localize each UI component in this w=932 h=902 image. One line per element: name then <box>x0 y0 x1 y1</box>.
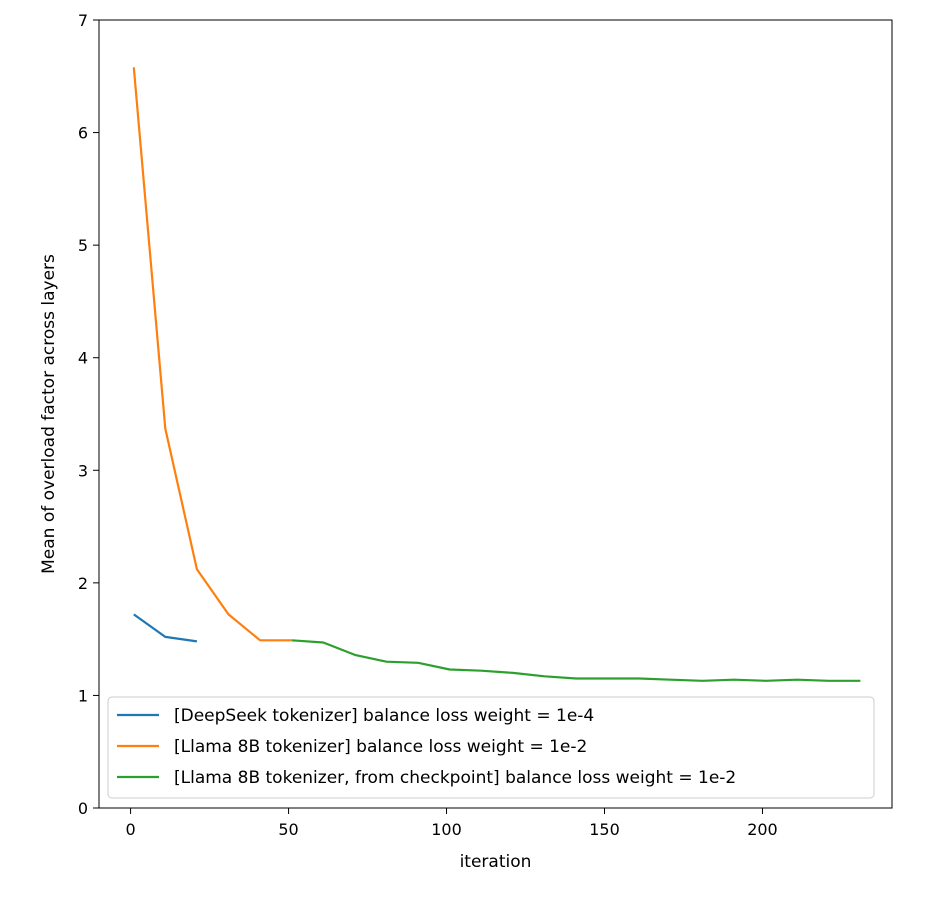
y-tick-label: 7 <box>78 11 88 30</box>
y-axis: 0 1 2 3 4 5 6 7 <box>78 11 99 818</box>
x-axis-label: iteration <box>460 852 532 872</box>
x-tick-label: 200 <box>747 820 778 839</box>
legend-entry: [DeepSeek tokenizer] balance loss weight… <box>174 706 594 726</box>
series-line-2 <box>132 67 292 642</box>
legend-entry: [Llama 8B tokenizer] balance loss weight… <box>174 737 587 757</box>
x-tick-label: 0 <box>125 820 135 839</box>
legend: [DeepSeek tokenizer] balance loss weight… <box>107 696 875 799</box>
y-tick-label: 1 <box>78 686 88 705</box>
x-tick-label: 100 <box>431 820 462 839</box>
y-tick-label: 0 <box>78 799 88 818</box>
x-tick-label: 150 <box>589 820 620 839</box>
y-tick-label: 6 <box>78 124 88 143</box>
legend-entry: [Llama 8B tokenizer, from checkpoint] ba… <box>174 768 736 788</box>
y-tick-label: 2 <box>78 574 88 593</box>
y-axis-label: Mean of overload factor across layers <box>39 254 59 574</box>
x-axis: 0 50 100 150 200 <box>125 808 778 839</box>
series-line-3 <box>291 639 861 682</box>
y-tick-label: 4 <box>78 349 88 368</box>
y-tick-label: 3 <box>78 461 88 480</box>
series-line-1 <box>133 613 198 643</box>
series-layer <box>132 67 861 682</box>
x-tick-label: 50 <box>278 820 298 839</box>
y-tick-label: 5 <box>78 236 88 255</box>
legend-box <box>107 696 875 799</box>
plot-area-frame <box>98 19 893 809</box>
